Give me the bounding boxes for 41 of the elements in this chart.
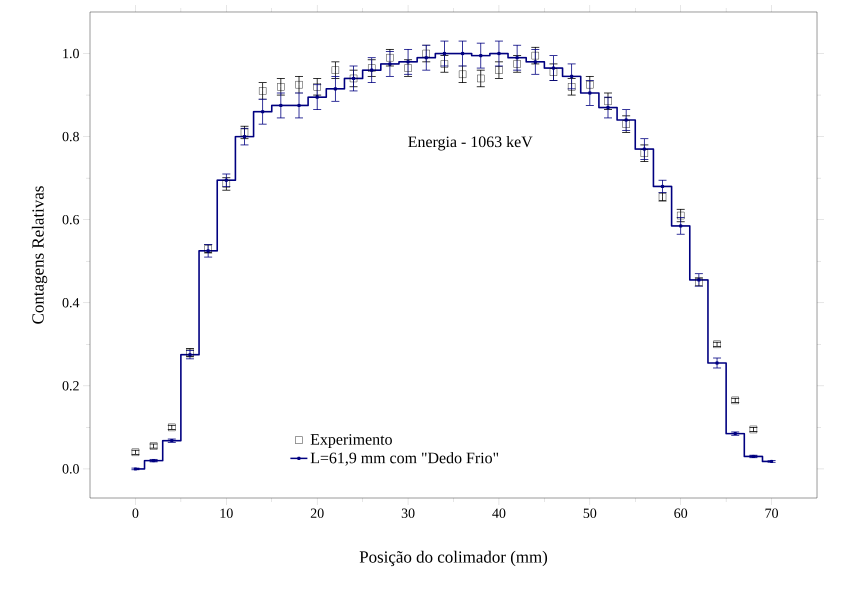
point [604,98,612,106]
x-tick-label: 0 [132,508,138,518]
point [513,60,521,68]
x-axis-title: Posição do colimador (mm) [360,550,548,566]
x-tick-label: 10 [220,508,233,518]
point [532,52,539,60]
x-tick-label: 30 [402,508,415,518]
y-tick-label: 0.4 [62,298,80,308]
legend-label: Experimento [310,434,392,448]
legend-label: L=61,9 mm com "Dedo Frio" [310,452,498,466]
point [550,68,558,76]
point [295,80,303,88]
y-tick-label: 0.6 [62,214,80,224]
y-tick-label: 0.2 [62,381,79,391]
y-tick-label: 0.0 [62,464,79,474]
point [440,60,448,68]
point [258,87,266,95]
point [676,212,684,220]
point [477,74,484,82]
point [313,83,321,90]
point [277,83,285,90]
x-tick-label: 40 [492,508,506,518]
point [586,80,594,88]
x-tick-label: 70 [766,508,778,518]
point [422,50,430,58]
point [368,64,376,72]
point [458,70,466,78]
y-tick-label: 0.8 [62,132,79,142]
point [568,83,576,90]
point [332,66,340,74]
y-axis-title: Contagens Relativas [32,186,48,324]
y-tick-label: 1.0 [63,48,79,58]
point [495,66,503,74]
point [622,120,630,128]
annotation: Energia - 1063 keV [408,136,533,150]
x-tick-label: 20 [310,508,324,518]
point [404,64,412,72]
x-tick-label: 60 [674,508,688,518]
point [386,54,394,62]
x-tick-label: 50 [584,508,596,518]
point [640,150,648,157]
